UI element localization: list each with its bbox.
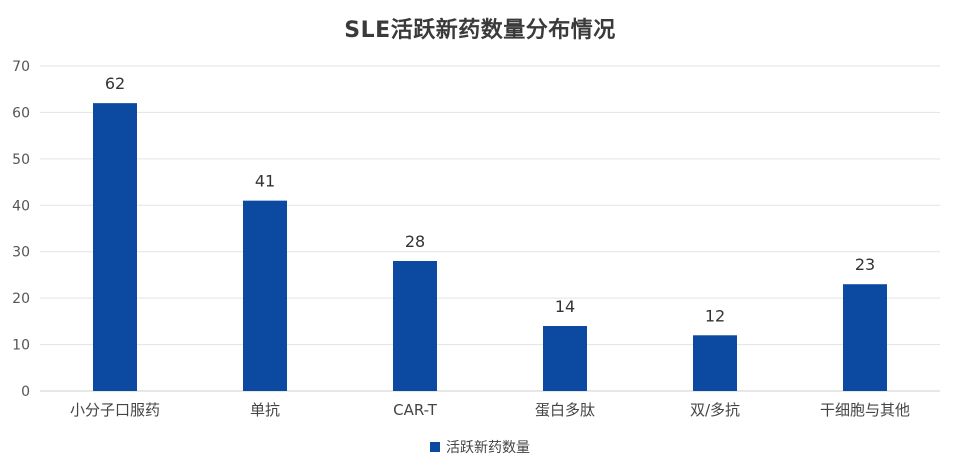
bar [543,326,587,391]
data-label: 62 [105,74,125,93]
y-tick-label: 70 [12,59,30,75]
y-tick-label: 50 [12,152,30,168]
x-tick-label: 干细胞与其他 [820,401,910,419]
legend: 活跃新药数量 [0,437,960,457]
y-tick-label: 20 [12,291,30,307]
legend-swatch [430,442,440,452]
y-tick-label: 10 [12,338,30,354]
bar [93,103,137,392]
y-tick-label: 60 [12,105,30,121]
bar [393,261,437,391]
data-label: 12 [705,306,725,325]
bar [843,284,887,391]
bar [693,335,737,391]
x-tick-label: 蛋白多肽 [535,401,595,419]
x-tick-label: 单抗 [250,401,280,419]
chart-title: SLE活跃新药数量分布情况 [344,18,616,43]
y-tick-label: 0 [21,384,30,400]
y-tick-label: 40 [12,198,30,214]
data-label: 14 [555,297,575,316]
x-tick-label: 小分子口服药 [70,401,160,419]
x-tick-label: 双/多抗 [690,401,740,419]
x-tick-label: CAR-T [393,401,438,419]
bar [243,200,287,391]
data-label: 23 [855,255,875,274]
y-tick-label: 30 [12,245,30,261]
data-label: 41 [255,172,275,191]
legend-label: 活跃新药数量 [446,440,530,456]
data-label: 28 [405,232,425,251]
